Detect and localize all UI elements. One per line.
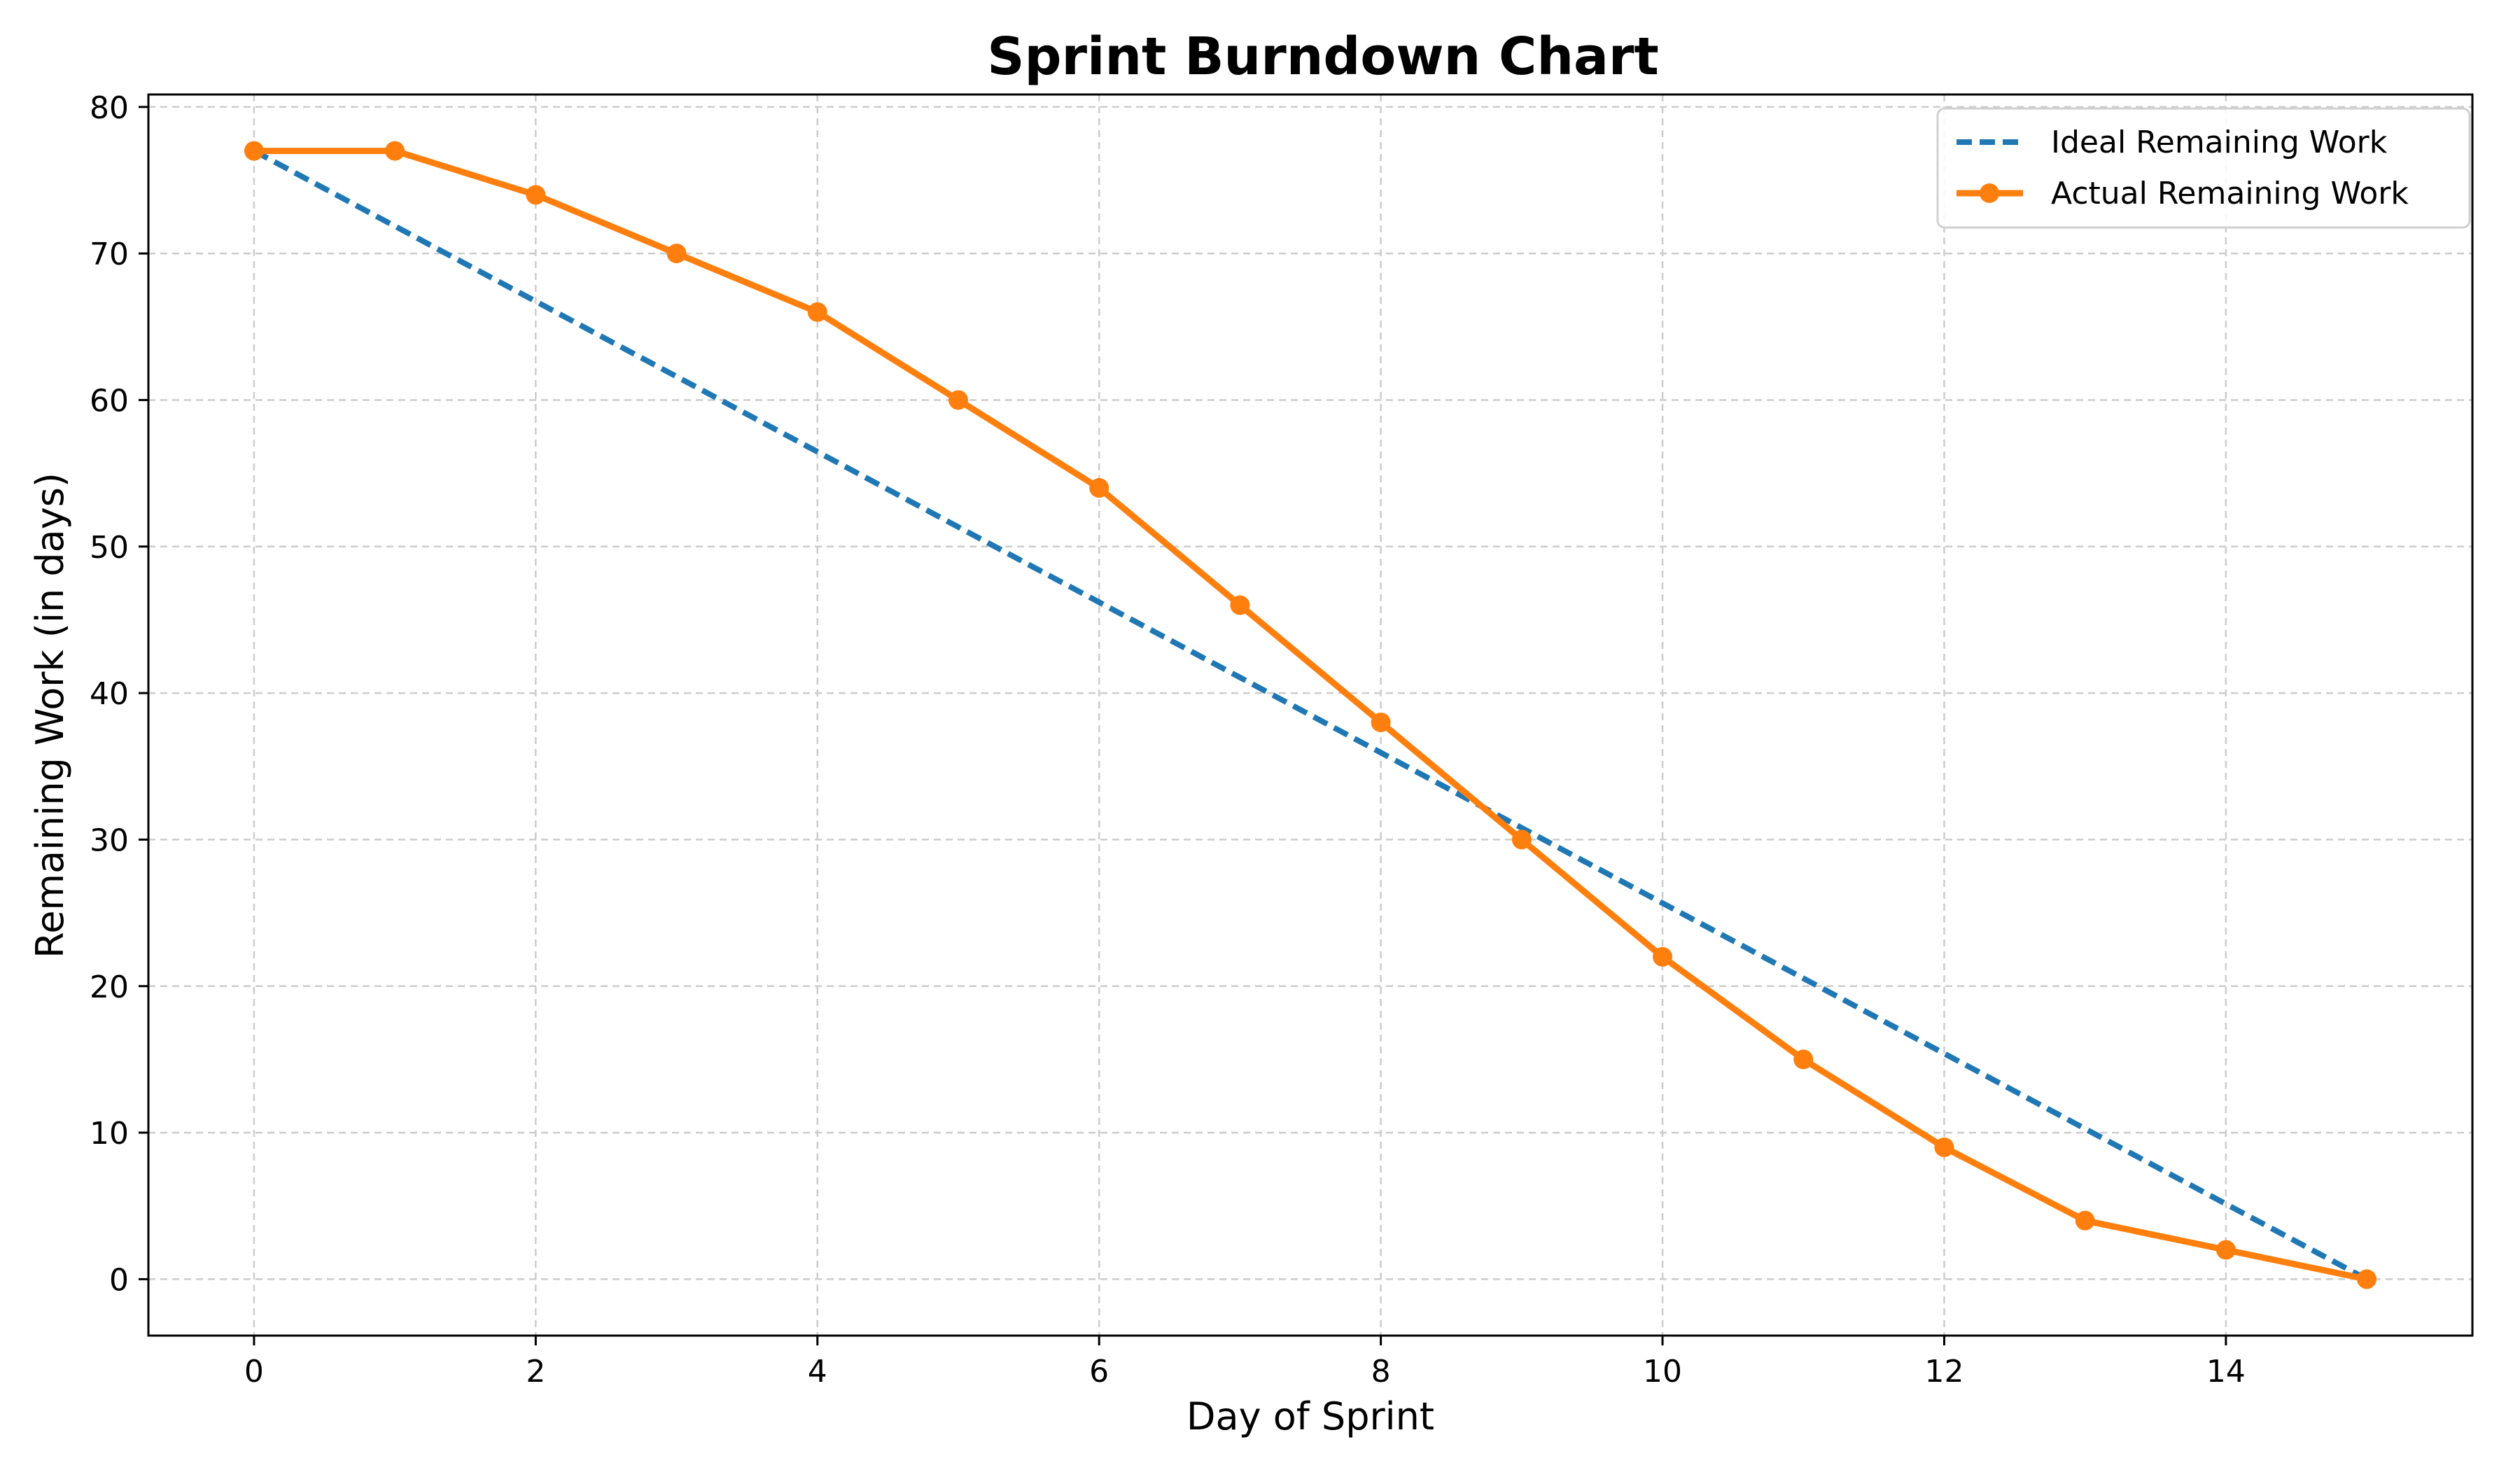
actual-data-point	[1511, 830, 1532, 850]
series-layer	[244, 141, 2377, 1289]
x-tick-label: 14	[2206, 1354, 2246, 1390]
actual-line	[253, 148, 2368, 1282]
y-tick-label: 50	[90, 530, 129, 566]
y-tick-label: 80	[90, 90, 129, 126]
y-tick-label: 20	[90, 969, 129, 1005]
legend-box	[1936, 107, 2471, 229]
y-tick-label: 30	[90, 822, 129, 858]
x-tick-label: 2	[526, 1354, 545, 1390]
y-tick-label: 60	[90, 383, 129, 419]
actual-data-point	[1089, 478, 1110, 498]
actual-data-point	[526, 185, 546, 205]
legend: Ideal Remaining Work Actual Remaining Wo…	[1936, 107, 2471, 229]
actual-data-point	[807, 302, 827, 322]
actual-data-point	[1793, 1049, 1814, 1070]
legend-marker-actual	[1980, 183, 1999, 203]
y-tick-label: 40	[90, 676, 129, 712]
actual-data-point	[1230, 595, 1250, 615]
chart-title: Sprint Burndown Chart	[987, 27, 1659, 87]
grid-layer	[148, 94, 2472, 1336]
x-tick-label: 0	[244, 1354, 264, 1390]
plot-frame	[147, 93, 2474, 1337]
actual-data-point	[948, 390, 968, 410]
actual-data-point	[1653, 946, 1673, 967]
actual-data-point	[244, 141, 264, 161]
tick-layer: 0 2 4 6 8 10 12 14 0 10 20 30 40 50 60 70 80	[90, 90, 2246, 1390]
actual-data-point	[666, 244, 687, 264]
actual-data-point	[1934, 1138, 1954, 1158]
x-tick-label: 10	[1643, 1354, 1682, 1390]
x-tick-label: 12	[1924, 1354, 1963, 1390]
legend-label-ideal: Ideal Remaining Work	[2051, 125, 2388, 160]
y-tick-label: 70	[90, 237, 129, 272]
ideal-line	[253, 148, 2368, 1282]
actual-data-point	[1371, 712, 1391, 732]
x-tick-label: 8	[1371, 1354, 1391, 1390]
actual-data-point	[2075, 1210, 2095, 1231]
x-axis-label: Day of Sprint	[1186, 1394, 1434, 1438]
actual-data-point	[2216, 1240, 2236, 1260]
y-axis-label: Remaining Work (in days)	[28, 472, 72, 958]
legend-label-actual: Actual Remaining Work	[2051, 176, 2409, 211]
x-tick-label: 4	[808, 1354, 827, 1390]
y-tick-label: 0	[109, 1262, 129, 1298]
y-tick-label: 10	[90, 1116, 129, 1152]
actual-data-point	[2357, 1269, 2377, 1289]
x-tick-label: 6	[1089, 1354, 1109, 1390]
actual-data-point	[385, 141, 405, 161]
